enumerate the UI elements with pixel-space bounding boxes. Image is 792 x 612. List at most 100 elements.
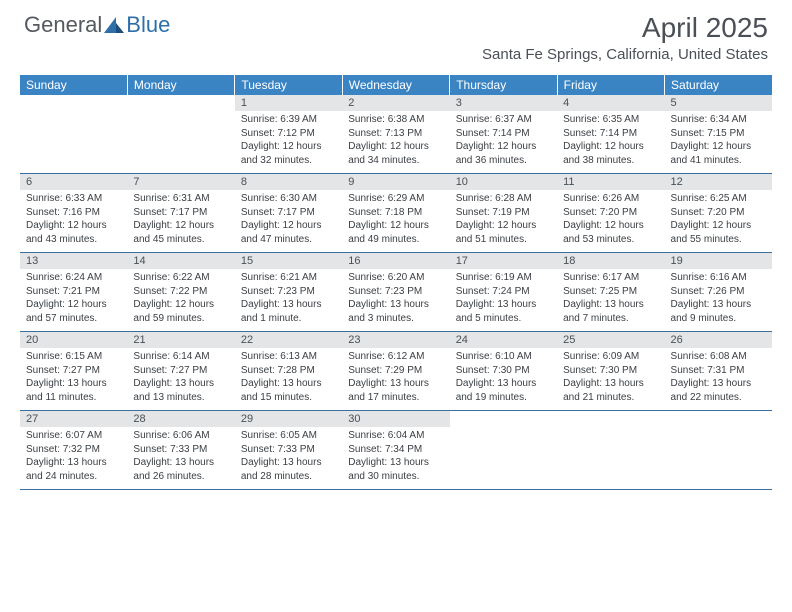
sunrise-text: Sunrise: 6:05 AM (241, 429, 336, 443)
sunset-text: Sunset: 7:14 PM (563, 127, 658, 141)
calendar-cell (20, 95, 127, 174)
day-content: Sunrise: 6:24 AMSunset: 7:21 PMDaylight:… (20, 269, 127, 331)
calendar-cell: 28Sunrise: 6:06 AMSunset: 7:33 PMDayligh… (127, 411, 234, 490)
daylight-text: Daylight: 13 hours and 5 minutes. (456, 298, 551, 325)
calendar-cell: 22Sunrise: 6:13 AMSunset: 7:28 PMDayligh… (235, 332, 342, 411)
day-content: Sunrise: 6:13 AMSunset: 7:28 PMDaylight:… (235, 348, 342, 410)
calendar-cell: 20Sunrise: 6:15 AMSunset: 7:27 PMDayligh… (20, 332, 127, 411)
sunrise-text: Sunrise: 6:37 AM (456, 113, 551, 127)
day-number: 9 (342, 174, 449, 190)
day-number: 7 (127, 174, 234, 190)
daylight-text: Daylight: 13 hours and 21 minutes. (563, 377, 658, 404)
sunrise-text: Sunrise: 6:20 AM (348, 271, 443, 285)
day-number: 16 (342, 253, 449, 269)
sunset-text: Sunset: 7:28 PM (241, 364, 336, 378)
daylight-text: Daylight: 13 hours and 24 minutes. (26, 456, 121, 483)
sunrise-text: Sunrise: 6:26 AM (563, 192, 658, 206)
day-content: Sunrise: 6:22 AMSunset: 7:22 PMDaylight:… (127, 269, 234, 331)
day-number: 11 (557, 174, 664, 190)
calendar-cell: 1Sunrise: 6:39 AMSunset: 7:12 PMDaylight… (235, 95, 342, 174)
sunset-text: Sunset: 7:21 PM (26, 285, 121, 299)
sunset-text: Sunset: 7:16 PM (26, 206, 121, 220)
sunset-text: Sunset: 7:23 PM (241, 285, 336, 299)
sunset-text: Sunset: 7:14 PM (456, 127, 551, 141)
calendar-cell: 11Sunrise: 6:26 AMSunset: 7:20 PMDayligh… (557, 174, 664, 253)
sunrise-text: Sunrise: 6:14 AM (133, 350, 228, 364)
sunrise-text: Sunrise: 6:07 AM (26, 429, 121, 443)
day-content: Sunrise: 6:33 AMSunset: 7:16 PMDaylight:… (20, 190, 127, 252)
calendar-row: 27Sunrise: 6:07 AMSunset: 7:32 PMDayligh… (20, 411, 772, 490)
day-number: 4 (557, 95, 664, 111)
day-number: 15 (235, 253, 342, 269)
sunrise-text: Sunrise: 6:31 AM (133, 192, 228, 206)
sunrise-text: Sunrise: 6:04 AM (348, 429, 443, 443)
day-number: 22 (235, 332, 342, 348)
sunrise-text: Sunrise: 6:30 AM (241, 192, 336, 206)
sunset-text: Sunset: 7:33 PM (133, 443, 228, 457)
location-text: Santa Fe Springs, California, United Sta… (482, 46, 768, 63)
daylight-text: Daylight: 12 hours and 43 minutes. (26, 219, 121, 246)
day-content: Sunrise: 6:04 AMSunset: 7:34 PMDaylight:… (342, 427, 449, 489)
weekday-header: Tuesday (235, 75, 342, 95)
daylight-text: Daylight: 13 hours and 30 minutes. (348, 456, 443, 483)
sunset-text: Sunset: 7:19 PM (456, 206, 551, 220)
sunset-text: Sunset: 7:15 PM (671, 127, 766, 141)
day-number: 2 (342, 95, 449, 111)
sunset-text: Sunset: 7:33 PM (241, 443, 336, 457)
calendar-cell: 10Sunrise: 6:28 AMSunset: 7:19 PMDayligh… (450, 174, 557, 253)
calendar-cell: 21Sunrise: 6:14 AMSunset: 7:27 PMDayligh… (127, 332, 234, 411)
sunrise-text: Sunrise: 6:38 AM (348, 113, 443, 127)
day-content: Sunrise: 6:08 AMSunset: 7:31 PMDaylight:… (665, 348, 772, 410)
day-content: Sunrise: 6:34 AMSunset: 7:15 PMDaylight:… (665, 111, 772, 173)
sunset-text: Sunset: 7:13 PM (348, 127, 443, 141)
calendar-cell: 25Sunrise: 6:09 AMSunset: 7:30 PMDayligh… (557, 332, 664, 411)
calendar-cell: 29Sunrise: 6:05 AMSunset: 7:33 PMDayligh… (235, 411, 342, 490)
day-number: 28 (127, 411, 234, 427)
calendar-cell: 7Sunrise: 6:31 AMSunset: 7:17 PMDaylight… (127, 174, 234, 253)
sunrise-text: Sunrise: 6:21 AM (241, 271, 336, 285)
sunrise-text: Sunrise: 6:34 AM (671, 113, 766, 127)
day-content: Sunrise: 6:37 AMSunset: 7:14 PMDaylight:… (450, 111, 557, 173)
day-content: Sunrise: 6:25 AMSunset: 7:20 PMDaylight:… (665, 190, 772, 252)
daylight-text: Daylight: 12 hours and 59 minutes. (133, 298, 228, 325)
daylight-text: Daylight: 13 hours and 9 minutes. (671, 298, 766, 325)
sunset-text: Sunset: 7:29 PM (348, 364, 443, 378)
calendar-row: 1Sunrise: 6:39 AMSunset: 7:12 PMDaylight… (20, 95, 772, 174)
day-number: 18 (557, 253, 664, 269)
day-number: 12 (665, 174, 772, 190)
day-number: 19 (665, 253, 772, 269)
day-content: Sunrise: 6:31 AMSunset: 7:17 PMDaylight:… (127, 190, 234, 252)
day-content: Sunrise: 6:17 AMSunset: 7:25 PMDaylight:… (557, 269, 664, 331)
day-content: Sunrise: 6:20 AMSunset: 7:23 PMDaylight:… (342, 269, 449, 331)
day-content: Sunrise: 6:21 AMSunset: 7:23 PMDaylight:… (235, 269, 342, 331)
day-number: 10 (450, 174, 557, 190)
weekday-header: Sunday (20, 75, 127, 95)
day-content: Sunrise: 6:15 AMSunset: 7:27 PMDaylight:… (20, 348, 127, 410)
day-number: 1 (235, 95, 342, 111)
calendar-table: Sunday Monday Tuesday Wednesday Thursday… (20, 75, 772, 490)
sunrise-text: Sunrise: 6:10 AM (456, 350, 551, 364)
day-number: 17 (450, 253, 557, 269)
weekday-header: Saturday (665, 75, 772, 95)
sunset-text: Sunset: 7:22 PM (133, 285, 228, 299)
sunset-text: Sunset: 7:25 PM (563, 285, 658, 299)
day-number: 20 (20, 332, 127, 348)
daylight-text: Daylight: 12 hours and 38 minutes. (563, 140, 658, 167)
calendar-cell: 16Sunrise: 6:20 AMSunset: 7:23 PMDayligh… (342, 253, 449, 332)
sunset-text: Sunset: 7:23 PM (348, 285, 443, 299)
logo-text-part1: General (24, 12, 102, 38)
weekday-header: Wednesday (342, 75, 449, 95)
sunset-text: Sunset: 7:20 PM (563, 206, 658, 220)
day-content: Sunrise: 6:28 AMSunset: 7:19 PMDaylight:… (450, 190, 557, 252)
logo-triangle-icon (104, 17, 124, 33)
day-number: 21 (127, 332, 234, 348)
daylight-text: Daylight: 13 hours and 11 minutes. (26, 377, 121, 404)
calendar-cell: 19Sunrise: 6:16 AMSunset: 7:26 PMDayligh… (665, 253, 772, 332)
daylight-text: Daylight: 12 hours and 45 minutes. (133, 219, 228, 246)
day-number: 3 (450, 95, 557, 111)
daylight-text: Daylight: 13 hours and 17 minutes. (348, 377, 443, 404)
month-title: April 2025 (482, 12, 768, 44)
day-content: Sunrise: 6:10 AMSunset: 7:30 PMDaylight:… (450, 348, 557, 410)
sunset-text: Sunset: 7:27 PM (133, 364, 228, 378)
sunset-text: Sunset: 7:17 PM (133, 206, 228, 220)
